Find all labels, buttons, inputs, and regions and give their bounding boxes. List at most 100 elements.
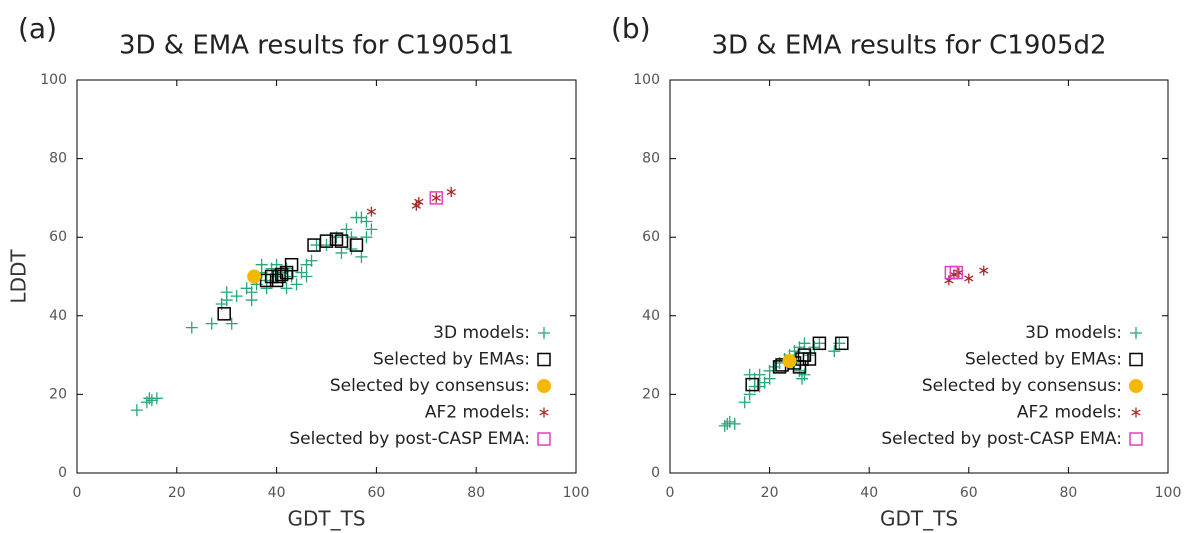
data-point [145,394,158,407]
legend-marker [537,352,551,367]
data-point [150,392,163,405]
x-tick-label: 40 [268,485,286,501]
data-point [360,231,373,244]
plot-frame [76,79,577,474]
data-point [723,415,736,428]
data-point [979,265,989,276]
data-point [772,360,787,374]
data-point [355,250,368,263]
y-tick-label: 20 [642,386,660,402]
legend-label: Selected by EMAs: [965,350,1122,370]
x-tick-label: 60 [367,485,385,501]
data-point [335,246,348,259]
data-point [272,269,286,284]
y-tick-label: 60 [642,229,660,245]
legend-marker [1129,352,1143,367]
x-tick-label: 20 [761,485,779,501]
plot-frame [669,79,1169,474]
legend-marker [537,432,551,446]
legend-marker [1130,327,1142,339]
data-point [782,353,797,368]
legend-label: AF2 models: [1017,403,1122,423]
data-point [798,368,811,381]
data-point [728,417,741,430]
y-tick-label: 100 [633,72,660,88]
y-tick-label: 40 [49,308,67,324]
y-tick-label: 80 [642,151,660,167]
panel-label: (a) [18,12,57,45]
legend-marker [539,407,549,418]
data-point [365,223,378,236]
legend-label: Selected by consensus: [922,376,1122,396]
data-point [345,242,358,255]
x-tick-label: 80 [467,485,485,501]
data-point [280,282,293,295]
data-point [260,282,273,295]
legend-marker [537,379,551,393]
x-tick-label: 0 [666,485,675,501]
data-point [255,258,268,271]
data-point [185,321,198,334]
data-point [284,257,299,272]
data-point [340,223,353,236]
data-point [305,254,318,267]
legend-label: Selected by consensus: [330,376,530,396]
legend-label: AF2 models: [425,403,530,423]
data-point [797,348,812,362]
data-point [205,317,218,330]
data-point [217,307,231,321]
data-point [230,290,243,303]
x-axis-label: GDT_TS [287,507,365,531]
y-tick-label: 60 [49,229,67,245]
data-point [245,286,258,299]
data-point [300,270,313,283]
x-tick-label: 100 [563,485,590,501]
y-axis-label: LDDT [7,249,31,304]
data-point [828,345,841,358]
data-point [745,377,759,392]
y-tick-label: 0 [58,465,67,481]
x-tick-label: 0 [73,485,82,501]
legend-label: 3D models: [433,323,530,343]
y-tick-label: 100 [40,72,67,88]
data-point [431,192,441,203]
x-axis-label: GDT_TS [880,507,958,531]
data-point [349,238,364,252]
legend-marker [538,327,550,339]
data-point [319,234,334,248]
legend-label: Selected by EMAs: [373,350,530,370]
data-point [802,352,817,366]
x-tick-label: 60 [960,485,978,501]
x-tick-label: 80 [1059,485,1077,501]
data-point [220,294,233,307]
data-point [366,206,377,217]
data-point [446,187,456,198]
panel-label: (b) [611,12,651,45]
legend-label: Selected by post-CASP EMA: [289,429,530,449]
data-point [813,337,826,350]
data-point [334,234,349,248]
data-point [429,191,444,205]
data-point [290,278,303,291]
legend-label: 3D models: [1025,323,1122,343]
data-point [130,404,143,417]
y-tick-label: 0 [651,465,660,481]
data-point [274,267,289,282]
data-point [247,269,262,284]
y-tick-label: 80 [49,151,67,167]
legend-marker [1131,407,1141,418]
chart-title: 3D & EMA results for C1905d1 [119,31,514,61]
data-point [329,232,344,246]
data-point [738,396,751,409]
legend-label: Selected by post-CASP EMA: [881,429,1122,449]
legend-marker [1129,379,1143,393]
data-point [264,269,279,284]
x-tick-label: 20 [168,485,186,501]
data-point [949,265,964,280]
data-point [803,349,816,362]
x-tick-label: 100 [1155,485,1182,501]
chart-title: 3D & EMA results for C1905d2 [711,31,1106,61]
data-point [964,273,974,284]
data-point [798,337,811,350]
